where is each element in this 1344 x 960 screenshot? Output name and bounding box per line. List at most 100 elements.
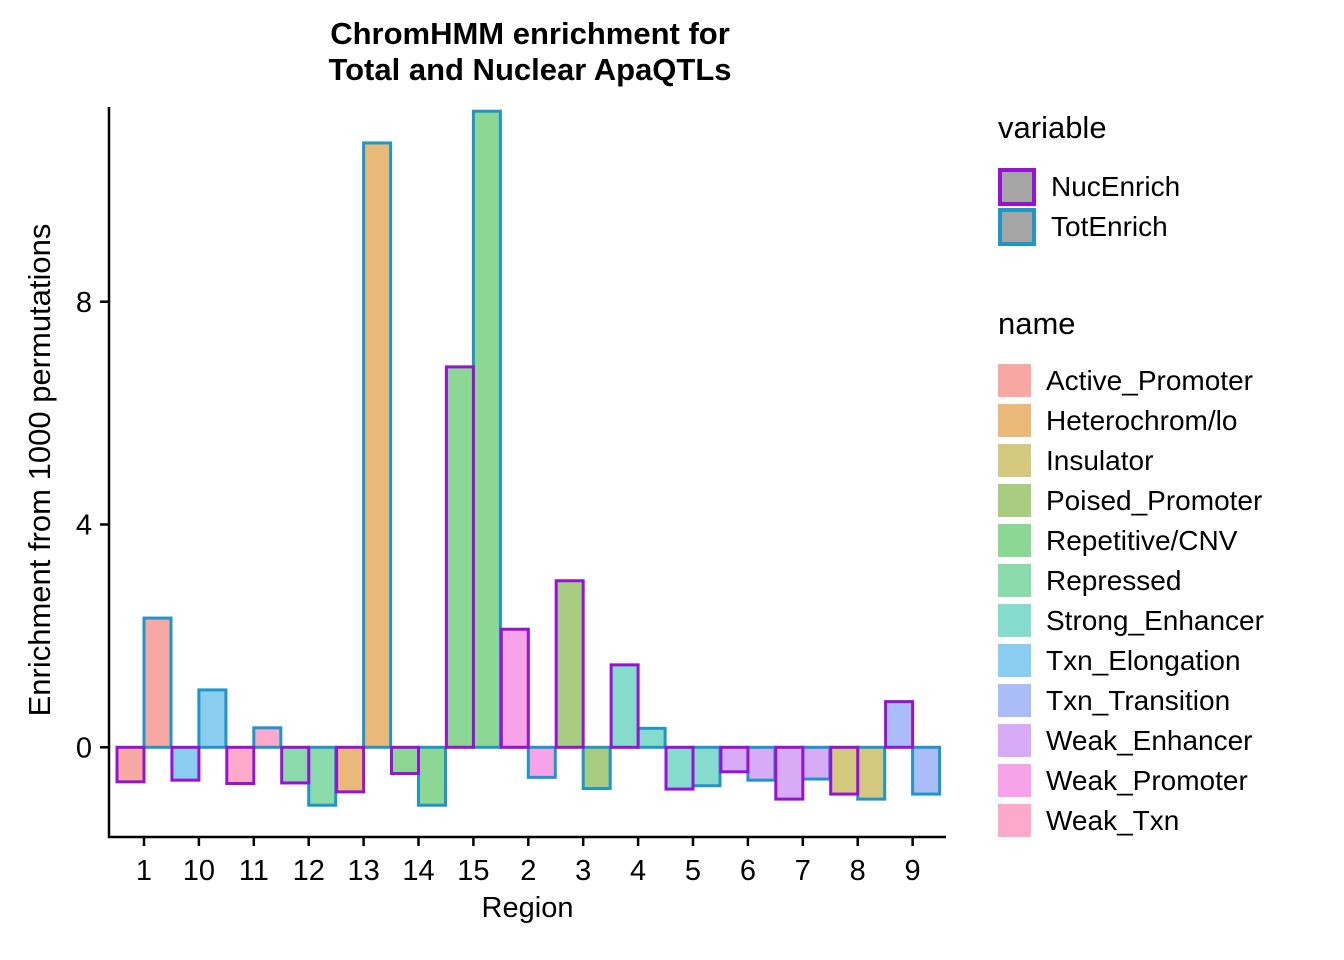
bar-TotEnrich-region-7 [801, 745, 832, 781]
legend-variable-rows: NucEnrich TotEnrich [998, 168, 1342, 246]
x-tick-label: 12 [293, 855, 325, 887]
variable-legend-label: TotEnrich [1051, 211, 1168, 242]
name-legend-item: Poised_Promoter [998, 484, 1342, 517]
bar-NucEnrich-region-4 [609, 663, 640, 749]
bar-TotEnrich-region-8 [856, 745, 887, 801]
bar-TotEnrich-region-4 [636, 726, 667, 749]
x-tick-label: 2 [520, 855, 536, 887]
bar-NucEnrich-region-9 [884, 700, 915, 749]
legend-key-fill-swatch [998, 764, 1031, 797]
y-axis-label: Enrichment from 1000 permutations [22, 223, 57, 717]
x-axis-label: Region [482, 892, 574, 924]
variable-legend-label: NucEnrich [1051, 171, 1181, 202]
legend-key-fill-swatch [998, 644, 1031, 677]
name-legend-label: Active_Promoter [1046, 364, 1253, 396]
legend-key-fill-swatch [998, 684, 1031, 717]
legend-key-fill-swatch [998, 524, 1031, 557]
chart-title: ChromHMM enrichment for Total and Nuclea… [110, 16, 950, 88]
bar-TotEnrich-region-11 [252, 726, 283, 749]
name-legend-item: Weak_Promoter [998, 764, 1342, 797]
name-legend-item: Txn_Elongation [998, 644, 1342, 677]
name-legend-item: Insulator [998, 444, 1342, 477]
x-tick-label: 7 [795, 855, 811, 887]
bar-NucEnrich-region-15 [444, 365, 475, 749]
bar-NucEnrich-region-7 [774, 745, 805, 801]
bar-NucEnrich-region-11 [225, 745, 256, 786]
bar-TotEnrich-region-1 [142, 616, 173, 749]
name-legend-item: Weak_Txn [998, 804, 1342, 837]
legend-key-fill-swatch [998, 564, 1031, 597]
legend-key-fill-swatch [998, 724, 1031, 757]
bar-TotEnrich-region-15 [471, 109, 502, 749]
bar-NucEnrich-region-6 [719, 745, 750, 774]
x-tick-label: 8 [850, 855, 866, 887]
bar-TotEnrich-region-12 [307, 745, 338, 807]
bar-TotEnrich-region-9 [911, 745, 942, 796]
x-tick-label: 10 [183, 855, 215, 887]
bar-TotEnrich-region-5 [691, 745, 722, 788]
variable-legend-item: TotEnrich [998, 208, 1342, 246]
bar-TotEnrich-region-13 [362, 141, 393, 749]
name-legend-item: Heterochrom/lo [998, 404, 1342, 437]
bar-NucEnrich-region-8 [829, 745, 860, 796]
chart-title-line2: Total and Nuclear ApaQTLs [328, 52, 732, 87]
legend-key-fill-swatch [998, 804, 1031, 837]
x-tick-label: 9 [905, 855, 921, 887]
name-legend-label: Weak_Txn [1046, 804, 1180, 836]
bar-TotEnrich-region-10 [197, 688, 228, 749]
bar-NucEnrich-region-10 [170, 745, 201, 782]
name-legend-label: Strong_Enhancer [1046, 604, 1264, 636]
legend-key-fill-swatch [998, 404, 1031, 437]
name-legend-label: Poised_Promoter [1046, 484, 1263, 516]
x-tick-label: 1 [136, 855, 152, 887]
legend-key-fill-swatch [998, 364, 1031, 397]
x-tick-label: 4 [630, 855, 646, 887]
bar-TotEnrich-region-14 [417, 745, 447, 807]
x-tick-label: 5 [685, 855, 701, 887]
bar-TotEnrich-region-2 [526, 745, 557, 779]
bar-NucEnrich-region-1 [115, 745, 146, 784]
legend-key-fill-swatch [998, 444, 1031, 477]
x-tick-label: 14 [402, 855, 434, 887]
chart-title-line1: ChromHMM enrichment for [330, 16, 730, 51]
bar-NucEnrich-region-2 [499, 627, 530, 749]
variable-legend-item: NucEnrich [998, 168, 1342, 206]
legend-key-outline-swatch [998, 168, 1036, 206]
legend-name-title: name [998, 306, 1076, 341]
legend-key-fill-swatch [998, 604, 1031, 637]
name-legend-item: Repressed [998, 564, 1342, 597]
bar-NucEnrich-region-14 [390, 745, 420, 775]
bar-NucEnrich-region-5 [664, 745, 695, 791]
name-legend-label: Repetitive/CNV [1046, 524, 1238, 556]
y-tick-label: 0 [76, 732, 92, 764]
bar-NucEnrich-region-3 [554, 579, 585, 749]
x-tick-label: 6 [740, 855, 756, 887]
name-legend-item: Repetitive/CNV [998, 524, 1342, 557]
name-legend-label: Txn_Transition [1046, 684, 1231, 716]
name-legend-label: Weak_Enhancer [1046, 724, 1253, 756]
name-legend-item: Txn_Transition [998, 684, 1342, 717]
legend-variable-title: variable [998, 110, 1107, 145]
name-legend-label: Repressed [1046, 564, 1182, 596]
name-legend-label: Weak_Promoter [1046, 764, 1248, 796]
x-tick-label: 15 [457, 855, 489, 887]
name-legend-label: Insulator [1046, 444, 1154, 476]
bar-NucEnrich-region-13 [335, 745, 366, 794]
legend-key-outline-swatch [998, 208, 1036, 246]
bar-TotEnrich-region-6 [746, 745, 777, 782]
x-tick-label: 13 [347, 855, 379, 887]
name-legend-label: Heterochrom/lo [1046, 404, 1238, 436]
bar-NucEnrich-region-12 [280, 745, 311, 785]
legend-key-fill-swatch [998, 484, 1031, 517]
bar-TotEnrich-region-3 [581, 745, 612, 791]
y-tick-label: 4 [76, 510, 92, 542]
x-tick-label: 11 [239, 855, 269, 887]
x-tick-label: 3 [575, 855, 591, 887]
legend-panel: variable NucEnrich TotEnrich name Active_… [998, 110, 1342, 844]
name-legend-item: Active_Promoter [998, 364, 1342, 397]
y-tick-label: 8 [76, 287, 92, 319]
name-legend-item: Weak_Enhancer [998, 724, 1342, 757]
name-legend-item: Strong_Enhancer [998, 604, 1342, 637]
